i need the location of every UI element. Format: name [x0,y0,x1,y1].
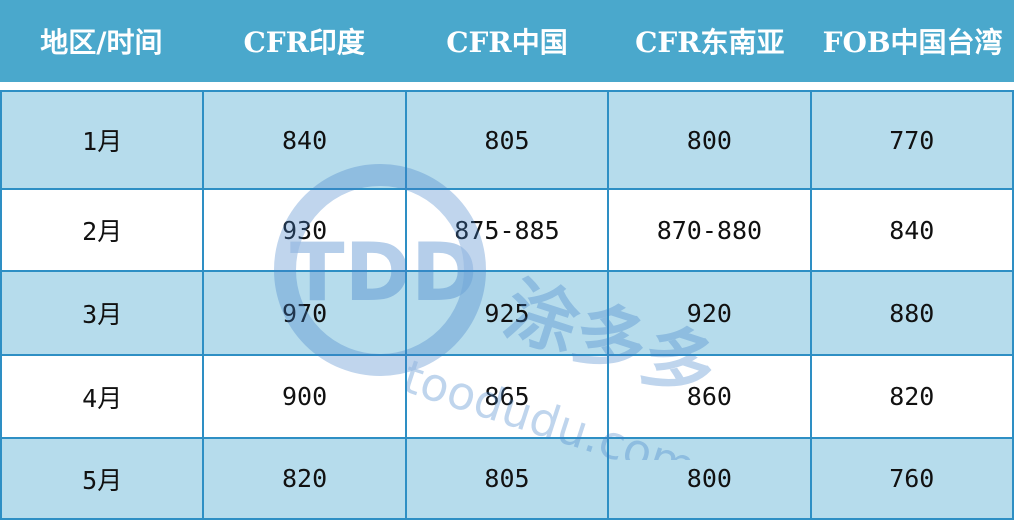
table-row: 4月 900 865 860 820 [0,354,1014,439]
price-cell: 970 [202,270,407,356]
header-cfr-china: CFR中国 [446,26,568,59]
month-cell: 2月 [0,188,205,272]
price-cell: 875-885 [404,188,610,272]
price-cell: 930 [202,188,407,272]
header-region-time: 地区/时间 [40,26,163,59]
price-cell: 805 [404,90,610,190]
header-fob-taiwan: FOB中国台湾 [822,26,1003,59]
table-row: 2月 930 875-885 870-880 840 [0,188,1014,272]
price-cell: 840 [809,188,1014,272]
price-cell: 840 [202,90,407,190]
table-row: 1月 840 805 800 770 [0,90,1014,190]
price-cell: 770 [809,90,1014,190]
table-row: 5月 820 805 800 760 [0,437,1014,520]
header-cfr-india: CFR印度 [243,26,365,59]
price-cell: 820 [809,354,1014,439]
price-cell: 880 [809,270,1014,356]
price-cell: 870-880 [607,188,812,272]
month-cell: 1月 [0,90,205,190]
month-cell: 3月 [0,270,205,356]
price-cell: 925 [404,270,610,356]
price-cell: 760 [809,437,1014,520]
header-cfr-southeast-asia: CFR东南亚 [635,26,785,59]
table-header: 地区/时间 CFR印度 CFR中国 CFR东南亚 FOB中国台湾 [0,0,1014,82]
month-cell: 4月 [0,354,205,439]
price-cell: 900 [202,354,407,439]
price-cell: 805 [404,437,610,520]
price-cell: 800 [607,90,812,190]
price-cell: 865 [404,354,610,439]
price-table: 1月 840 805 800 770 2月 930 875-885 870-880 840 3月 97… [0,90,1014,520]
price-cell: 920 [607,270,812,356]
price-cell: 860 [607,354,812,439]
price-cell: 820 [202,437,407,520]
table-row: 3月 970 925 920 880 [0,270,1014,356]
price-cell: 800 [607,437,812,520]
month-cell: 5月 [0,437,205,520]
